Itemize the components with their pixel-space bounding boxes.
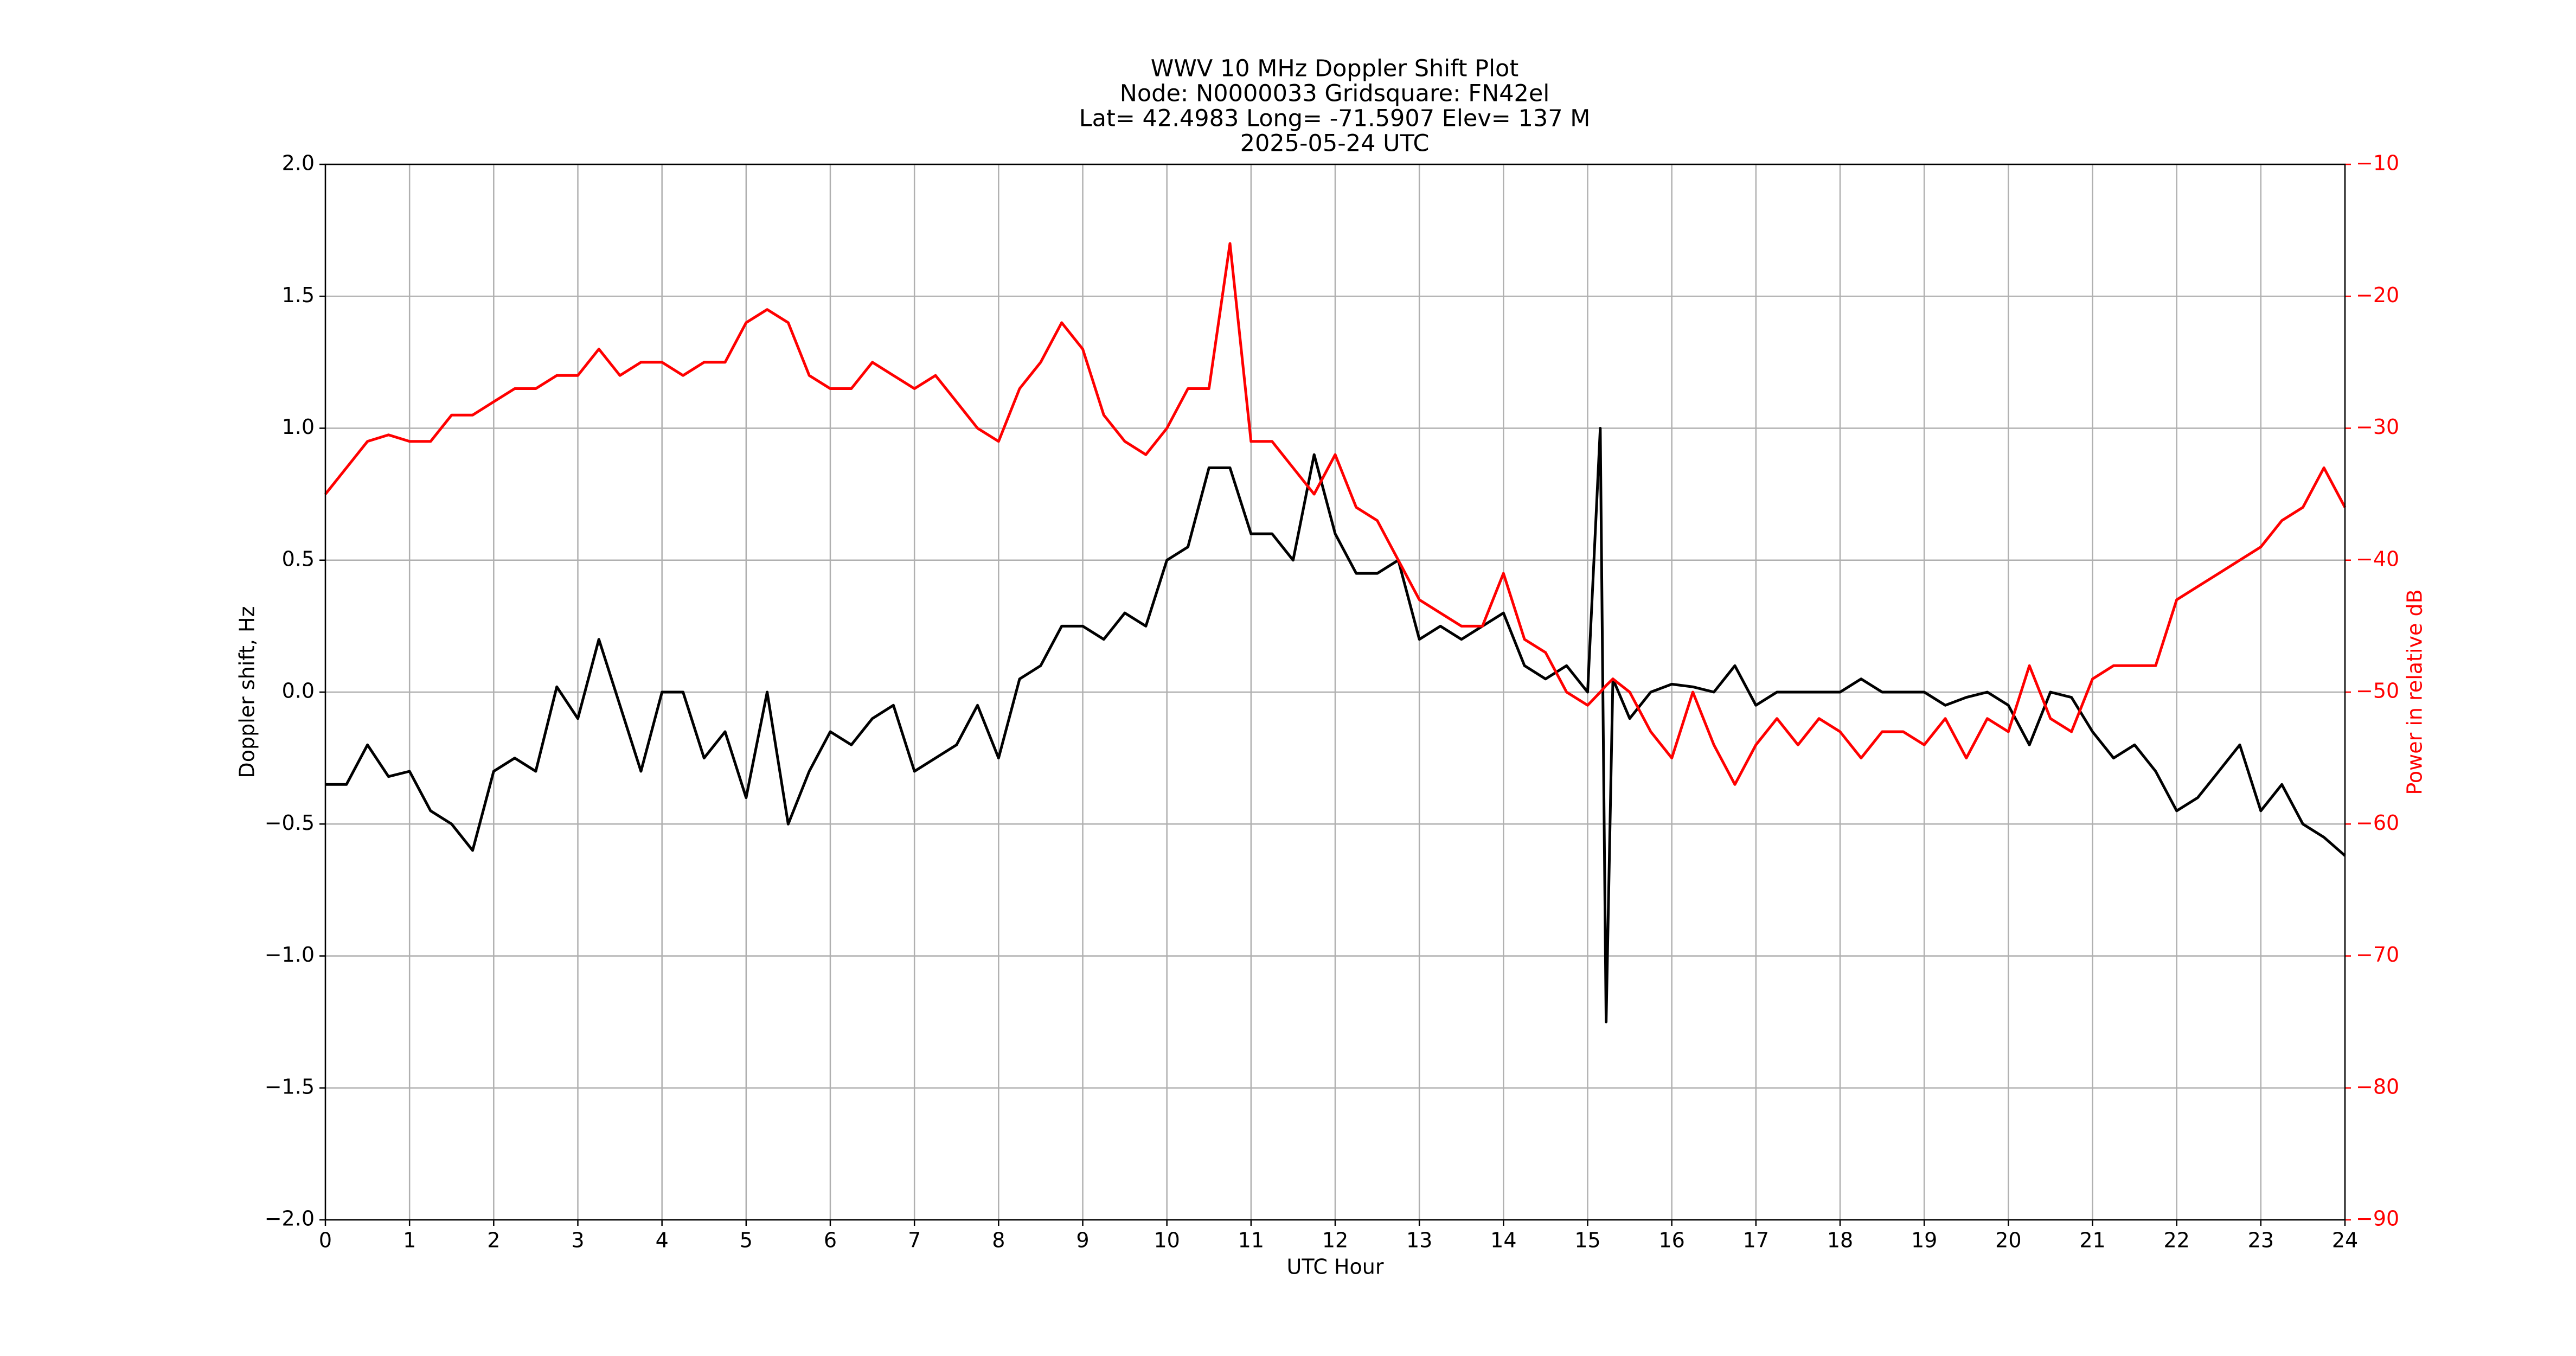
x-tick-label: 4 — [656, 1229, 669, 1252]
x-tick-label: 22 — [2163, 1229, 2189, 1252]
y2-tick-label: −10 — [2356, 151, 2399, 175]
y2-axis-label: Power in relative dB — [2403, 589, 2427, 795]
y2-tick-label: −90 — [2356, 1207, 2399, 1231]
y-axis-label: Doppler shift, Hz — [235, 606, 259, 778]
y2-tick-label: −40 — [2356, 547, 2399, 571]
x-tick-label: 17 — [1743, 1229, 1769, 1252]
x-tick-label: 6 — [824, 1229, 837, 1252]
chart-subtitle: Lat= 42.4983 Long= -71.5907 Elev= 137 M — [1079, 105, 1591, 132]
y-tick-label: −0.5 — [265, 811, 315, 835]
x-axis-label: UTC Hour — [1287, 1255, 1384, 1279]
chart-subtitle: Node: N0000033 Gridsquare: FN42el — [1120, 80, 1550, 107]
y-tick-label: 0.5 — [282, 547, 315, 571]
x-tick-label: 2 — [487, 1229, 500, 1252]
x-tick-label: 11 — [1238, 1229, 1264, 1252]
x-tick-label: 23 — [2248, 1229, 2274, 1252]
chart-subtitle: 2025-05-24 UTC — [1240, 130, 1430, 157]
x-tick-label: 18 — [1827, 1229, 1853, 1252]
y-tick-label: −1.5 — [265, 1074, 315, 1098]
x-tick-label: 15 — [1574, 1229, 1600, 1252]
x-tick-label: 24 — [2332, 1229, 2358, 1252]
y-tick-label: −1.0 — [265, 943, 315, 967]
y2-tick-label: −50 — [2356, 679, 2399, 703]
x-tick-label: 12 — [1322, 1229, 1348, 1252]
y2-tick-label: −20 — [2356, 283, 2399, 307]
y-tick-label: 2.0 — [282, 151, 315, 175]
y-tick-label: 0.0 — [282, 679, 315, 703]
y-tick-label: −2.0 — [265, 1207, 315, 1231]
plot-frame — [324, 163, 2346, 1221]
x-tick-label: 20 — [1995, 1229, 2021, 1252]
chart-title: WWV 10 MHz Doppler Shift Plot — [1151, 55, 1518, 82]
x-tick-label: 1 — [403, 1229, 416, 1252]
x-tick-label: 14 — [1490, 1229, 1516, 1252]
x-tick-label: 13 — [1406, 1229, 1432, 1252]
x-tick-label: 9 — [1076, 1229, 1089, 1252]
y2-tick-label: −30 — [2356, 415, 2399, 439]
x-tick-label: 8 — [992, 1229, 1005, 1252]
x-tick-label: 0 — [319, 1229, 332, 1252]
x-tick-label: 3 — [571, 1229, 584, 1252]
x-tick-label: 16 — [1658, 1229, 1684, 1252]
x-tick-label: 10 — [1154, 1229, 1180, 1252]
y2-tick-label: −60 — [2356, 811, 2399, 835]
x-tick-label: 7 — [908, 1229, 921, 1252]
y-tick-label: 1.0 — [282, 415, 315, 439]
x-tick-label: 5 — [740, 1229, 753, 1252]
data-line — [324, 242, 2347, 786]
data-line — [325, 427, 2346, 1024]
x-tick-label: 19 — [1911, 1229, 1937, 1252]
y2-tick-label: −80 — [2356, 1074, 2399, 1098]
x-tick-label: 21 — [2079, 1229, 2105, 1252]
y2-tick-label: −70 — [2356, 943, 2399, 967]
y-tick-label: 1.5 — [282, 283, 315, 307]
